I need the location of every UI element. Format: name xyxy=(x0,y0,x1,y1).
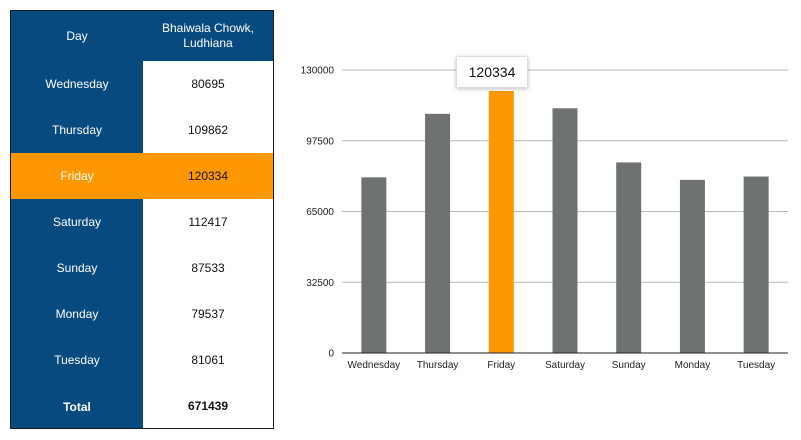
table-total-row: Total 671439 xyxy=(11,383,273,428)
row-day-cell: Tuesday xyxy=(11,337,143,383)
row-day-cell: Monday xyxy=(11,291,143,337)
axes: 0 32500 65000 97500 130000 Wednesday Thursday F… xyxy=(301,66,788,371)
table-row: Monday 79537 xyxy=(11,291,273,337)
row-day-cell: Wednesday xyxy=(11,61,143,107)
bar xyxy=(361,177,387,353)
total-label-cell: Total xyxy=(11,383,143,428)
row-day-cell: Friday xyxy=(11,153,143,199)
y-tick-label: 0 xyxy=(328,349,334,360)
x-tick-label: Tuesday xyxy=(737,360,775,371)
x-tick-label: Sunday xyxy=(612,360,646,371)
header-day-cell: Day xyxy=(11,11,143,61)
row-value-cell: 87533 xyxy=(143,245,273,291)
table-row: Wednesday 80695 xyxy=(11,61,273,107)
bar xyxy=(552,108,578,353)
total-value-cell: 671439 xyxy=(143,383,273,428)
y-tick-label: 65000 xyxy=(306,207,334,218)
table-row: Saturday 112417 xyxy=(11,199,273,245)
x-tick-label: Wednesday xyxy=(348,360,401,371)
bar xyxy=(616,162,642,353)
row-value-cell: 79537 xyxy=(143,291,273,337)
bar xyxy=(743,176,769,353)
table-header-row: Day Bhaiwala Chowk, Ludhiana xyxy=(11,11,273,61)
y-tick-label: 97500 xyxy=(306,136,334,147)
row-day-cell: Sunday xyxy=(11,245,143,291)
table-row: Thursday 109862 xyxy=(11,107,273,153)
x-tick-label: Saturday xyxy=(545,360,585,371)
y-tick-label: 130000 xyxy=(301,66,335,77)
table-row: Tuesday 81061 xyxy=(11,337,273,383)
bar-highlighted xyxy=(488,91,514,353)
bars xyxy=(361,91,769,354)
bar-tooltip: 120334 xyxy=(456,56,528,88)
x-tick-label: Friday xyxy=(487,360,515,371)
row-day-cell: Saturday xyxy=(11,199,143,245)
table-row: Sunday 87533 xyxy=(11,245,273,291)
row-value-cell: 109862 xyxy=(143,107,273,153)
table-row-highlighted: Friday 120334 xyxy=(11,153,273,199)
y-tick-label: 32500 xyxy=(306,278,334,289)
row-value-cell: 81061 xyxy=(143,337,273,383)
row-value-cell: 112417 xyxy=(143,199,273,245)
traffic-table: Day Bhaiwala Chowk, Ludhiana Wednesday 8… xyxy=(10,10,274,429)
row-day-cell: Thursday xyxy=(11,107,143,153)
bar xyxy=(425,113,451,354)
bar-chart: 0 32500 65000 97500 130000 Wednesday Thursday F… xyxy=(301,66,788,371)
row-value-cell: 80695 xyxy=(143,61,273,107)
x-tick-label: Thursday xyxy=(417,360,459,371)
header-location-cell: Bhaiwala Chowk, Ludhiana xyxy=(143,11,273,61)
bar xyxy=(679,179,705,353)
x-tick-label: Monday xyxy=(675,360,711,371)
row-value-cell: 120334 xyxy=(143,153,273,199)
